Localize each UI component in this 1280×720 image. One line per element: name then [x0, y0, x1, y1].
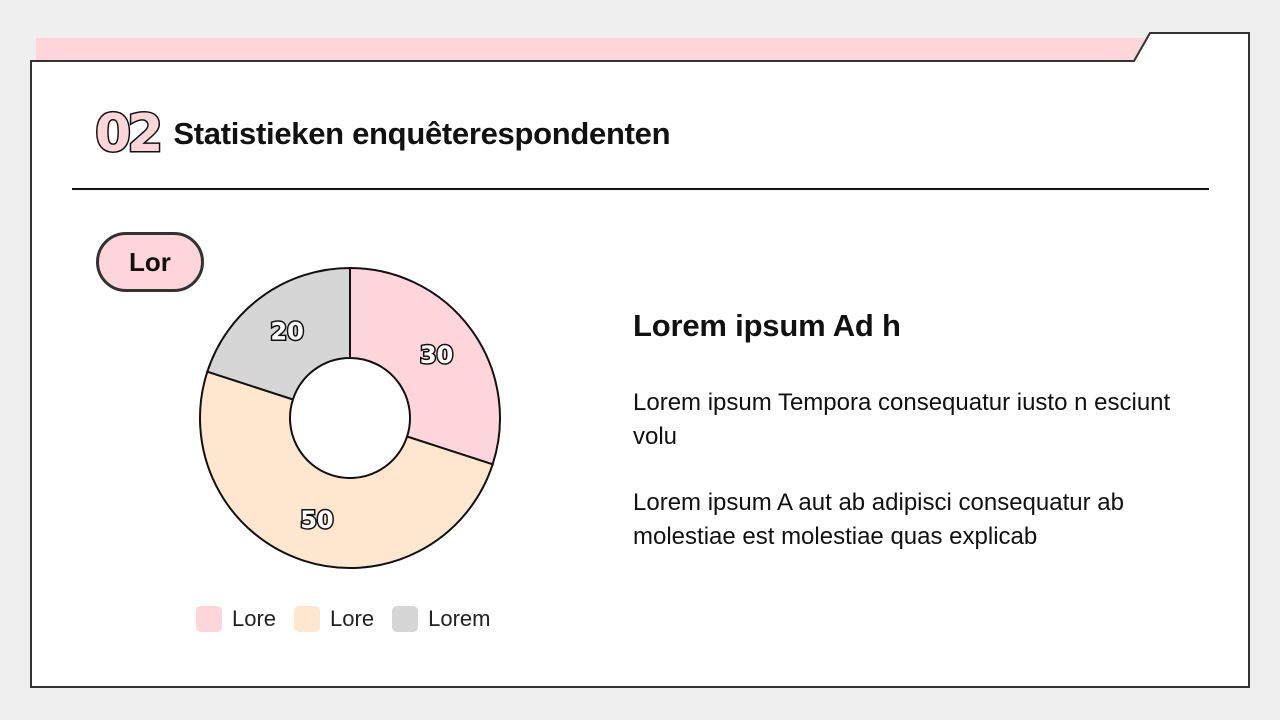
- legend-swatch-1: [196, 606, 222, 632]
- legend-swatch-2: [294, 606, 321, 632]
- content-heading: Lorem ipsum Ad h: [633, 308, 901, 343]
- content-paragraph-1: Lorem ipsum Tempora consequatur iusto n …: [633, 389, 1171, 450]
- header-accent-strip: [36, 38, 1148, 60]
- donut-data-label-3: 20: [270, 317, 303, 345]
- legend-swatch-3: [392, 606, 419, 632]
- legend-label-3: Lorem: [428, 606, 491, 631]
- legend-item-1: Lore: [196, 606, 276, 632]
- donut-chart: 30 50 20: [199, 266, 501, 569]
- donut-slice-2: [199, 370, 494, 569]
- text-block: Lorem ipsum Ad h Lorem ipsum Tempora con…: [633, 308, 1193, 586]
- page-title: Statistieken enquêterespondenten: [173, 116, 671, 151]
- chart-label-pill: Lor: [96, 232, 204, 292]
- legend-item-2: Lore: [294, 606, 374, 632]
- title-row: 02 Statistieken enquêterespondenten: [93, 104, 671, 164]
- section-number: 02: [93, 104, 164, 164]
- chart-legend: Lore Lore Lorem: [196, 606, 508, 632]
- donut-slice-1: [349, 266, 501, 466]
- legend-label-2: Lore: [330, 606, 375, 631]
- donut-slice-3: [206, 266, 351, 401]
- legend-item-3: Lorem: [392, 606, 490, 632]
- title-divider: [72, 188, 1209, 190]
- content-paragraph-2: Lorem ipsum A aut ab adipisci consequatu…: [633, 489, 1124, 550]
- donut-data-label-1: 30: [420, 341, 453, 369]
- donut-data-label-2: 50: [300, 506, 333, 534]
- legend-label-1: Lore: [232, 606, 277, 631]
